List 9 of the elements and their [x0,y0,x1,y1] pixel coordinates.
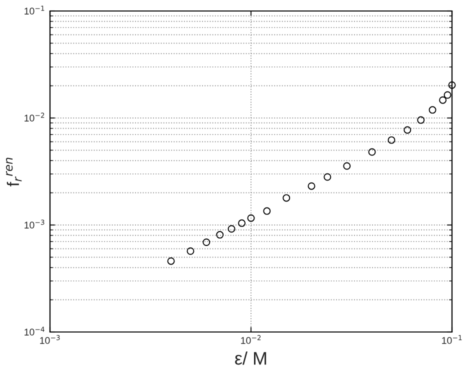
x-axis-title: ε/ M [235,351,266,365]
x-tick-label: 10$^{−3}$ [40,335,60,344]
y-tick-label: 10$^{−4}$ [24,326,44,336]
x-tick-label: 10$^{−2}$ [241,335,261,344]
y-axis-title: f$_{r}$$^{ren}$ [6,158,22,186]
y-tick-label: 10$^{−3}$ [24,220,44,229]
x-tick-label: 10$^{−1}$ [442,335,462,344]
y-tick-label: 10$^{−2}$ [24,112,44,122]
y-tick-label: 10$^{−1}$ [24,6,44,15]
